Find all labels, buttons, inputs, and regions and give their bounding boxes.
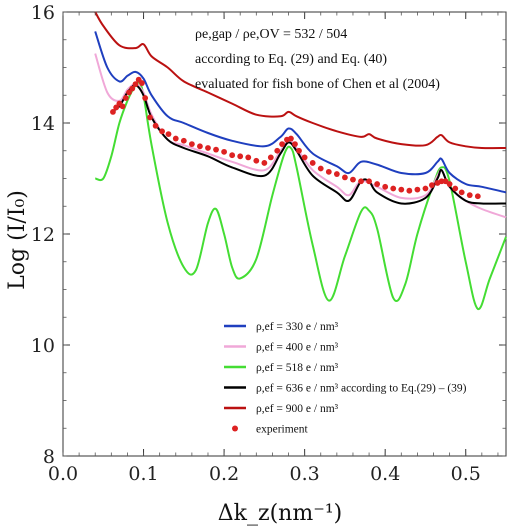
experiment-point xyxy=(188,141,195,147)
experiment-point xyxy=(458,189,465,196)
y-tick-label: 10 xyxy=(31,335,55,357)
experiment-point xyxy=(253,157,260,164)
experiment-point xyxy=(221,148,227,155)
legend-marker-5 xyxy=(232,425,238,432)
experiment-point xyxy=(452,185,459,192)
legend-label-4: ρ,ef = 900 e / nm³ xyxy=(256,403,339,415)
experiment-point xyxy=(414,186,421,193)
experiment-point xyxy=(309,160,316,166)
experiment-point xyxy=(213,146,219,153)
experiment-point xyxy=(292,141,298,147)
experiment-point xyxy=(317,165,324,172)
experiment-point xyxy=(229,152,236,159)
experiment-point xyxy=(139,80,145,86)
experiment-point xyxy=(466,192,473,199)
experiment-point xyxy=(358,178,364,185)
experiment-point xyxy=(119,103,126,110)
series-line-2 xyxy=(94,81,507,310)
experiment-point xyxy=(197,143,203,150)
experiment-point xyxy=(422,185,429,192)
legend-label-1: ρ,ef = 400 e / nm³ xyxy=(256,342,339,354)
legend-label-5: experiment xyxy=(256,424,309,436)
experiment-point xyxy=(237,153,244,160)
x-tick-label: 0.0 xyxy=(48,463,78,485)
x-axis-label: Δk_z(nm⁻¹) xyxy=(218,501,342,526)
series-layer xyxy=(94,11,507,310)
experiment-point xyxy=(288,135,294,142)
experiment-point xyxy=(398,186,405,193)
experiment-point xyxy=(110,109,116,115)
x-tick-label: 0.3 xyxy=(290,463,320,485)
y-tick-label: 8 xyxy=(43,446,55,468)
experiment-point xyxy=(366,178,372,185)
x-tick-label: 0.2 xyxy=(209,463,239,485)
experiment-point xyxy=(325,168,332,175)
experiment-point xyxy=(129,85,136,92)
x-tick-label: 0.5 xyxy=(451,463,481,485)
experiment-point xyxy=(126,89,132,96)
legend: ρ,ef = 330 e / nm³ ρ,ef = 400 e / nm³ ρ,ef… xyxy=(224,321,467,436)
experiment-point xyxy=(180,137,187,144)
experiment-point xyxy=(152,122,159,129)
experiment-point xyxy=(301,154,308,161)
experiment-point xyxy=(279,141,285,147)
experiment-point xyxy=(390,185,397,192)
legend-label-0: ρ,ef = 330 e / nm³ xyxy=(256,321,339,333)
legend-label-3: ρ,ef = 636 e / nm³ according to Eq.(29) … xyxy=(256,383,467,395)
annotation-density-ratio: ρe,gap / ρe,OV = 532 / 504 xyxy=(195,27,347,42)
experiment-point xyxy=(172,135,179,142)
experiment-point xyxy=(274,147,281,154)
experiment-point xyxy=(342,174,348,181)
annotation-equations: according to Eq. (29) and Eq. (40) xyxy=(195,52,387,67)
experiment-point xyxy=(474,193,481,200)
experiment-point xyxy=(350,176,356,183)
y-tick-label: 12 xyxy=(31,224,55,246)
x-tick-label: 0.4 xyxy=(370,463,400,485)
experiment-point xyxy=(382,183,389,190)
experiment-point xyxy=(428,182,435,189)
experiment-point xyxy=(374,181,381,187)
series-line-4 xyxy=(94,11,507,150)
experiment-point xyxy=(205,145,211,151)
experiment-point xyxy=(132,81,139,88)
experiment-point xyxy=(113,104,120,111)
experiment-point xyxy=(333,171,340,177)
legend-label-2: ρ,ef = 518 e / nm³ xyxy=(256,362,339,374)
experiment-point xyxy=(245,154,252,161)
experiment-point xyxy=(147,114,153,121)
x-tick-label: 0.1 xyxy=(128,463,158,485)
experiment-point xyxy=(267,154,274,161)
series-line-0 xyxy=(94,31,507,194)
experiment-point xyxy=(165,131,172,138)
experiment-point xyxy=(142,95,149,101)
y-tick-label: 16 xyxy=(31,2,55,24)
experiment-point xyxy=(296,147,302,154)
y-axis-label: Log (I/I₀) xyxy=(5,190,30,290)
y-tick-label: 14 xyxy=(31,113,55,135)
experiment-point xyxy=(406,187,413,194)
experiment-point xyxy=(446,181,453,187)
axes-layer: 0.0 0.1 0.2 0.3 0.4 0.5 8 10 12 14 16 xyxy=(31,2,506,485)
experiment-point xyxy=(122,95,129,101)
experiment-point xyxy=(261,160,268,166)
annotation-source: evaluated for fish bone of Chen et al (2… xyxy=(195,77,440,92)
series-line-3 xyxy=(110,84,507,205)
experiment-point xyxy=(438,178,445,185)
experiment-point xyxy=(159,128,165,135)
